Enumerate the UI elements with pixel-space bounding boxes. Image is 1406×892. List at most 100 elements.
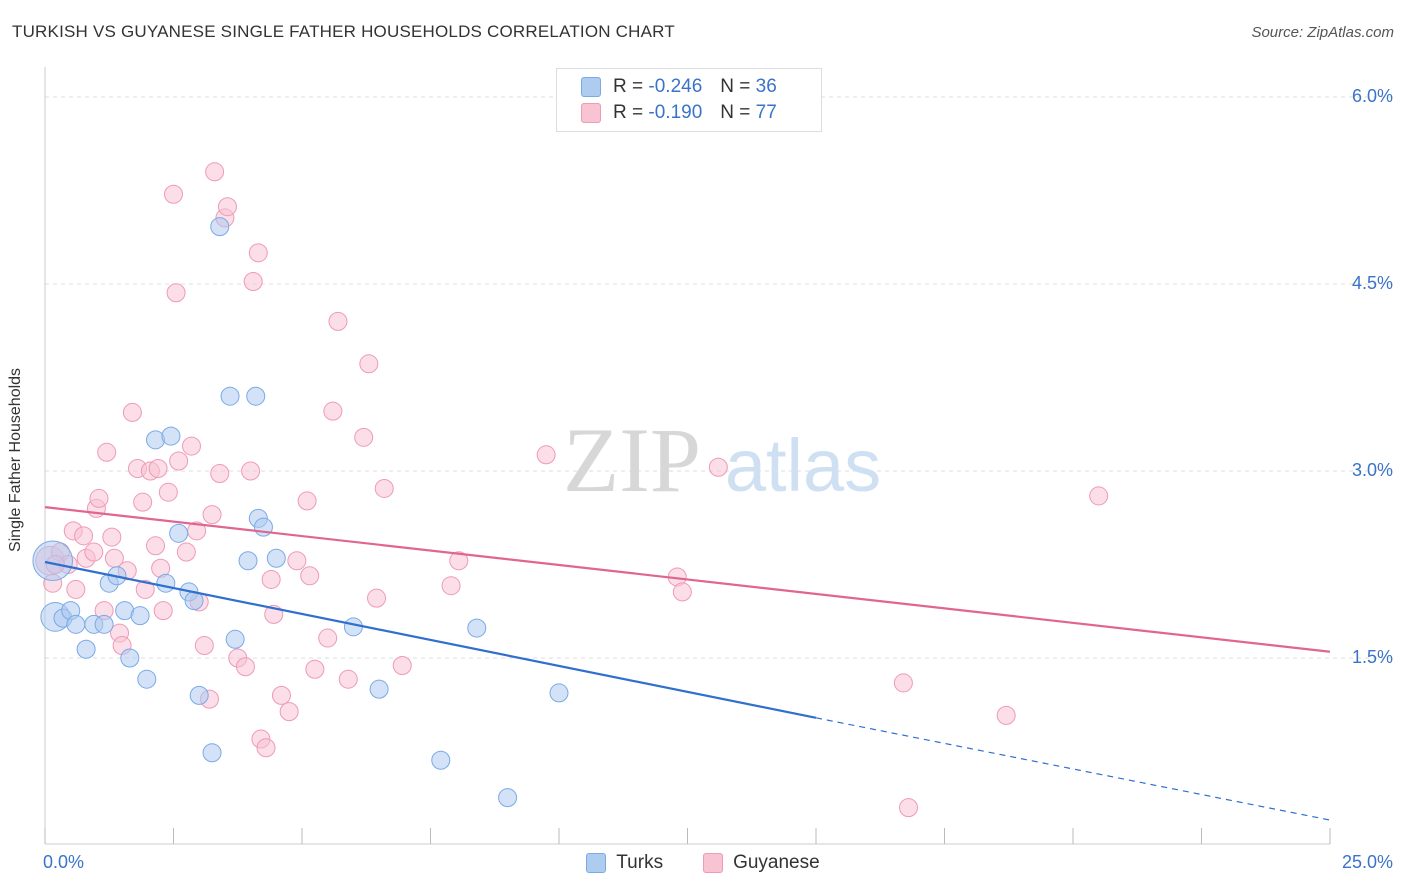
trend-lines	[44, 506, 1331, 821]
guyanese-point	[169, 451, 189, 471]
guyanese-point	[148, 459, 168, 479]
guyanese-point	[241, 461, 261, 481]
turks-point	[120, 648, 140, 668]
legend-row-turks: R = -0.246 N = 36	[581, 75, 777, 99]
turks-point	[467, 618, 487, 638]
guyanese-point	[354, 427, 374, 447]
turks-point	[94, 614, 114, 634]
guyanese-point	[166, 283, 186, 303]
guyanese-point	[248, 243, 268, 263]
guyanese-point	[318, 628, 338, 648]
guyanese-point	[146, 536, 166, 556]
guyanese-point	[181, 436, 201, 456]
guyanese-point	[297, 491, 317, 511]
turks-trend-extension	[815, 717, 1331, 821]
turks-legend-icon	[586, 853, 607, 873]
guyanese-point	[235, 657, 255, 677]
guyanese-point	[89, 488, 109, 508]
guyanese-n-value: 77	[755, 102, 777, 123]
guyanese-point	[202, 505, 222, 525]
guyanese-point	[164, 184, 183, 204]
guyanese-point	[279, 702, 299, 722]
guyanese-trend-line	[44, 506, 1331, 653]
guyanese-point	[97, 442, 117, 462]
guyanese-point	[300, 566, 320, 586]
turks-r-label: R =	[613, 76, 644, 97]
guyanese-n-label: N =	[720, 102, 751, 123]
turks-point	[220, 386, 240, 406]
guyanese-point	[66, 579, 86, 599]
y-tick-label: 1.5%	[1351, 647, 1393, 667]
turks-point	[161, 426, 181, 446]
guyanese-point	[158, 482, 178, 502]
stats-legend: R = -0.246 N = 36 R = -0.190 N = 77	[556, 68, 822, 132]
watermark-zip: ZIP	[563, 409, 701, 511]
turks-point	[238, 551, 258, 571]
guyanese-r-label: R =	[613, 102, 644, 123]
guyanese-point	[441, 576, 461, 596]
turks-point	[189, 685, 209, 705]
turks-point	[202, 743, 222, 763]
guyanese-point	[205, 162, 225, 182]
series-legend: Turks Guyanese	[0, 852, 1406, 874]
watermark-atlas: atlas	[725, 424, 881, 507]
turks-point	[169, 523, 189, 543]
legend-label-guyanese: Guyanese	[733, 852, 820, 873]
guyanese-point	[243, 272, 263, 292]
guyanese-point	[996, 705, 1016, 725]
y-tick-label: 4.5%	[1351, 273, 1393, 293]
guyanese-point	[899, 798, 919, 818]
guyanese-point	[102, 527, 122, 547]
guyanese-point	[217, 197, 237, 217]
guyanese-point	[323, 401, 343, 421]
turks-point	[266, 548, 286, 568]
turks-point	[343, 617, 363, 637]
guyanese-point	[135, 579, 155, 599]
guyanese-point	[261, 569, 281, 589]
chart-title: TURKISH VS GUYANESE SINGLE FATHER HOUSEH…	[12, 22, 675, 41]
guyanese-point	[287, 551, 307, 571]
y-tick-label: 6.0%	[1351, 86, 1393, 106]
turks-r-value: -0.246	[648, 76, 703, 97]
turks-point	[225, 629, 245, 649]
source-label: Source: ZipAtlas.com	[1251, 24, 1394, 41]
turks-point	[369, 679, 389, 699]
turks-point	[137, 669, 157, 689]
guyanese-point	[305, 659, 325, 679]
legend-item-turks[interactable]: Turks	[586, 852, 663, 874]
legend-item-guyanese[interactable]: Guyanese	[703, 852, 820, 874]
guyanese-point	[893, 673, 913, 693]
data-points	[32, 162, 1109, 818]
guyanese-swatch-icon	[581, 103, 601, 123]
guyanese-point	[338, 669, 358, 689]
guyanese-point	[74, 526, 94, 546]
x-tick-label: 25.0%	[1341, 852, 1393, 872]
turks-point	[32, 540, 74, 582]
guyanese-point	[367, 588, 387, 608]
guyanese-legend-icon	[703, 853, 724, 873]
guyanese-point	[256, 738, 276, 758]
turks-point	[130, 606, 150, 626]
guyanese-point	[133, 492, 153, 512]
guyanese-point	[153, 601, 173, 621]
guyanese-point	[122, 402, 142, 422]
turks-point	[156, 573, 176, 593]
guyanese-point	[1089, 486, 1109, 506]
legend-row-guyanese: R = -0.190 N = 77	[581, 101, 777, 125]
guyanese-point	[271, 685, 291, 705]
guyanese-r-value: -0.190	[648, 102, 703, 123]
turks-point	[66, 614, 86, 634]
guyanese-point	[84, 542, 104, 562]
guyanese-point	[210, 463, 230, 483]
turks-point	[246, 386, 266, 406]
guyanese-point	[374, 478, 394, 498]
turks-swatch-icon	[581, 77, 601, 97]
legend-label-turks: Turks	[616, 852, 664, 873]
turks-trend-line	[44, 560, 817, 719]
grid-lines	[45, 96, 1392, 659]
x-tick-label: 0.0%	[43, 852, 85, 872]
turks-point	[76, 639, 96, 659]
guyanese-point	[359, 354, 379, 374]
axes	[44, 67, 1331, 845]
